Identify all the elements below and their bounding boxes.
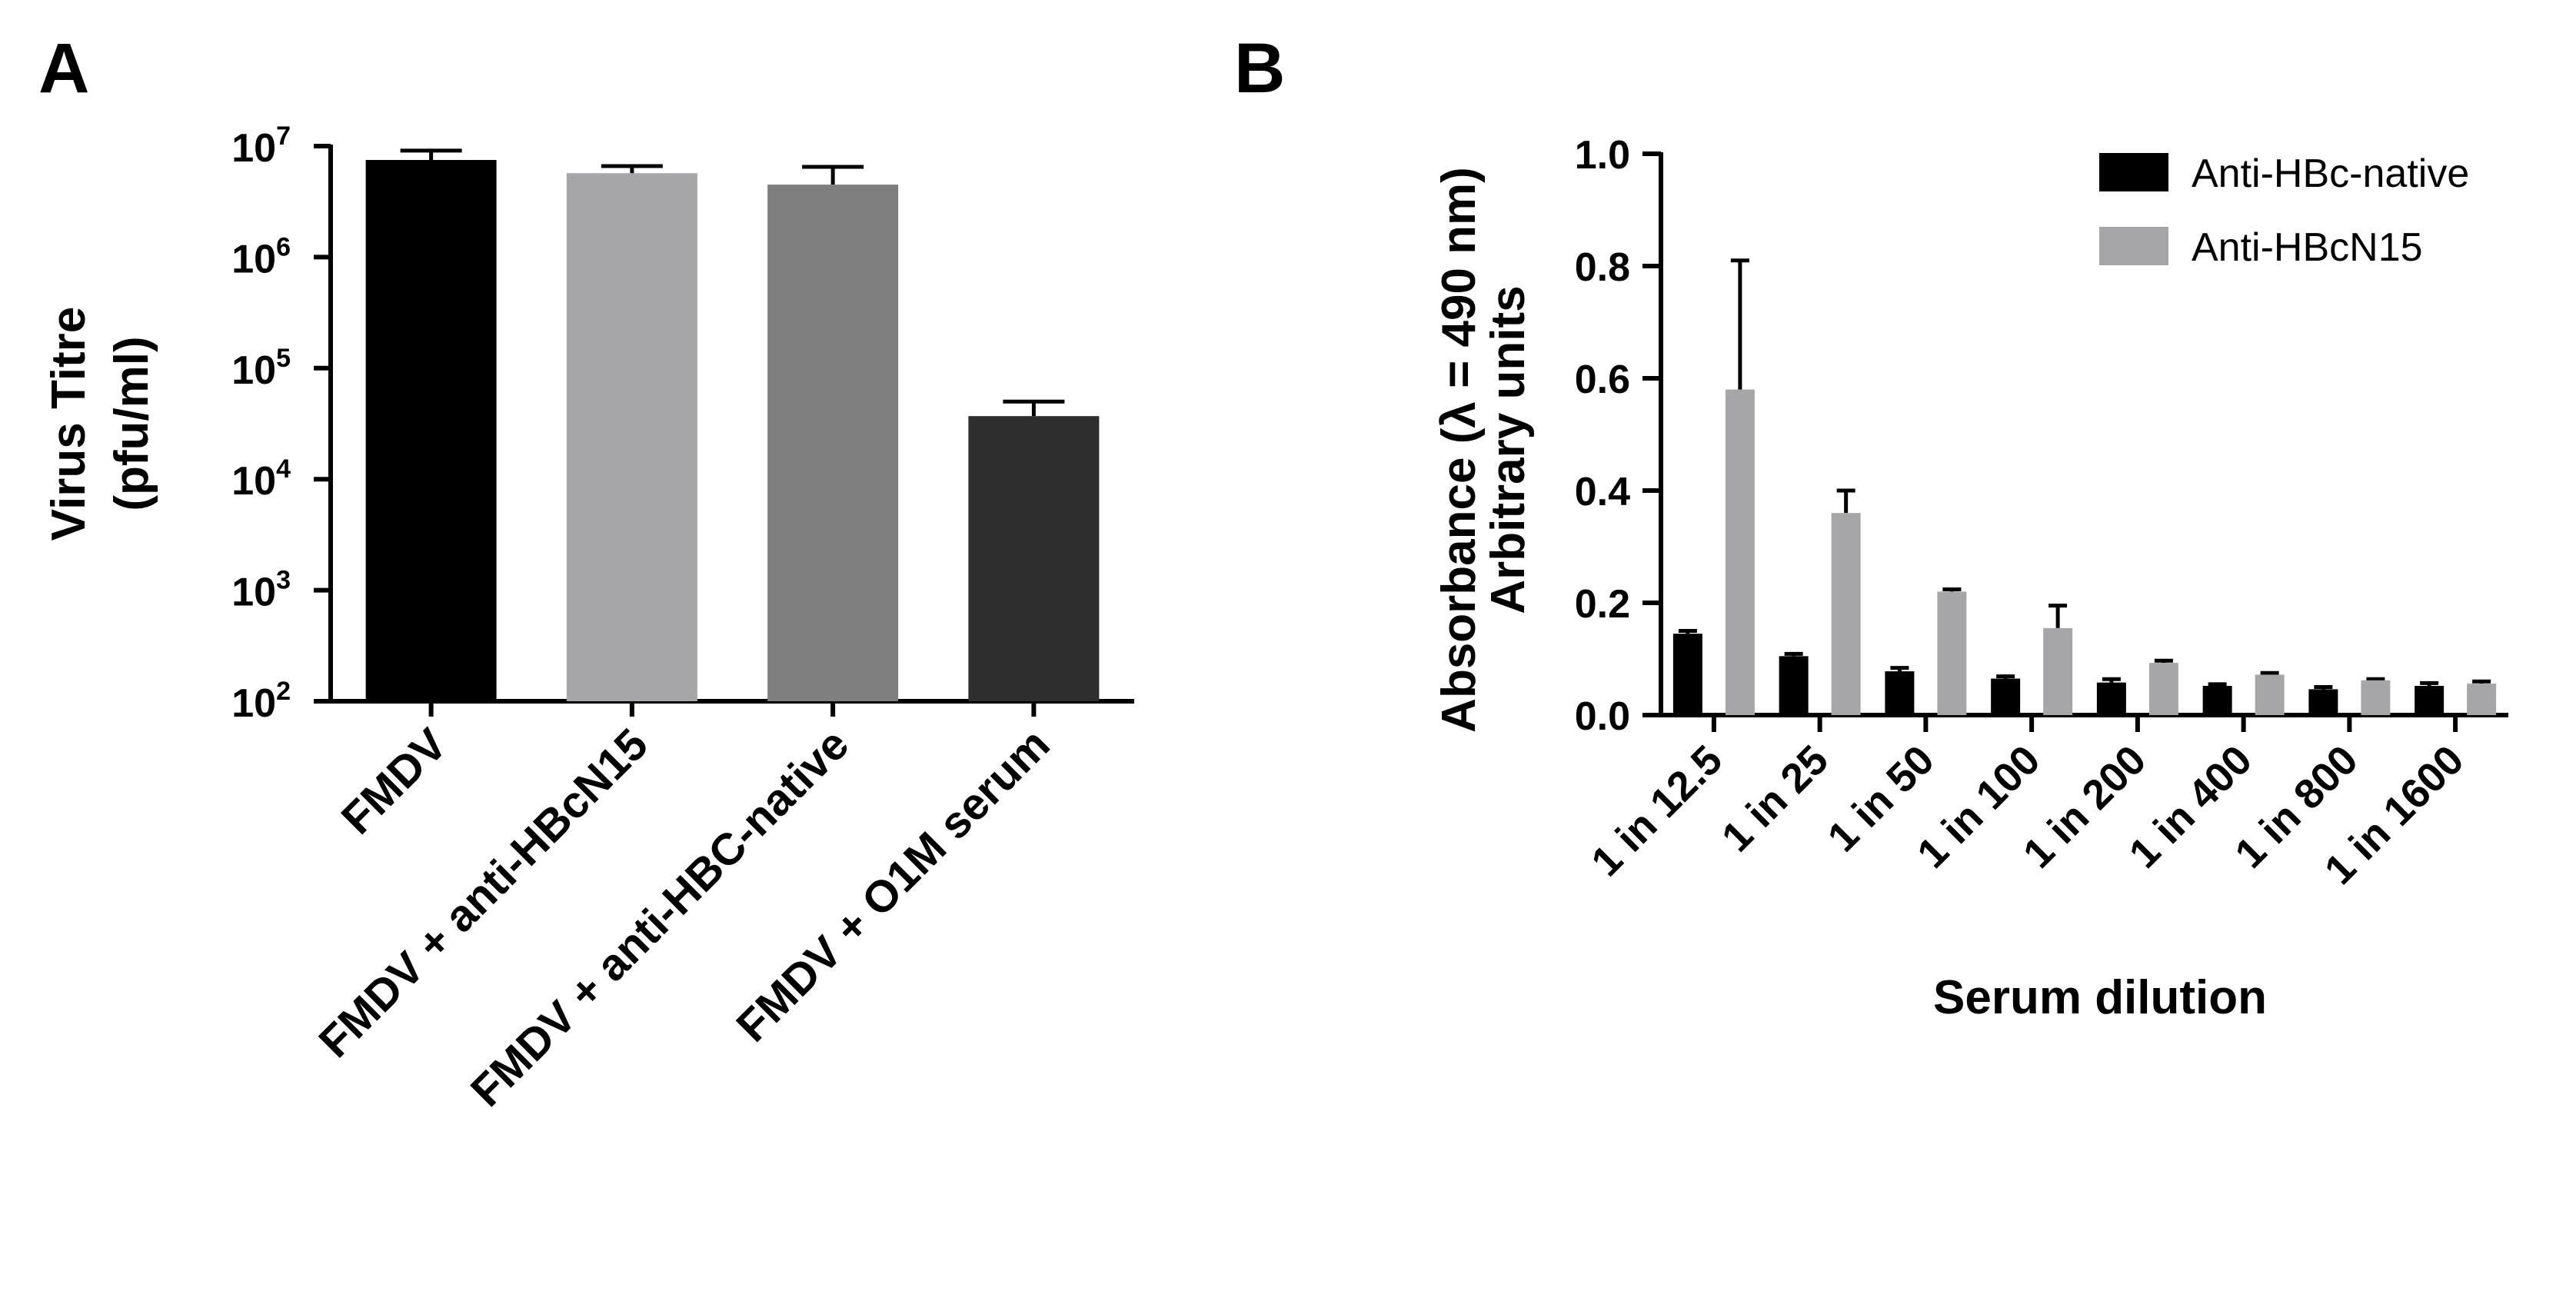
bar-anti-hbcn15 [1725, 389, 1755, 715]
chart-b: 0.0 0.2 0.4 0.6 0.8 1.0 Absorbance (λ = 490 nm… [1433, 133, 2508, 1024]
y-tick-exponent: 7 [276, 121, 291, 151]
y-tick-label: 106 [231, 232, 291, 281]
x-tick-label: 1 in 25 [1713, 737, 1837, 860]
bar-anti-hbc-native [2308, 689, 2338, 715]
bar-anti-hbcn15 [2043, 627, 2073, 715]
bar-anti-hbc-native [1991, 678, 2021, 715]
y-tick-base: 10 [231, 571, 276, 615]
y-tick-label: 0.2 [1575, 582, 1630, 627]
y-axis-label: Absorbance (λ = 490 nm)Arbitrary units [1433, 167, 1535, 733]
panel-a-letter: A [38, 29, 89, 108]
y-tick-exponent: 2 [276, 677, 291, 706]
y-axis-label-line2: (pfu/ml) [105, 336, 158, 511]
y-tick-base: 10 [231, 126, 276, 171]
bar-anti-hbc-native [2415, 686, 2445, 715]
y-tick-label: 104 [231, 454, 291, 504]
bar-anti-hbcn15 [1831, 513, 1861, 715]
bar [365, 160, 497, 702]
y-tick-label: 1.0 [1575, 133, 1630, 178]
x-tick-label: FMDV [332, 719, 457, 843]
y-tick-label: 103 [231, 566, 291, 615]
bar-anti-hbcn15 [2255, 674, 2285, 715]
bar-anti-hbc-native [2202, 686, 2232, 715]
y-tick-label: 105 [231, 344, 291, 393]
x-axis-label: Serum dilution [1933, 971, 2267, 1024]
y-tick-exponent: 3 [276, 566, 291, 595]
bar-anti-hbcn15 [2361, 680, 2391, 715]
bar-anti-hbcn15 [2148, 663, 2178, 715]
y-tick-exponent: 5 [276, 344, 291, 373]
x-tick-label: 1 in 12.5 [1583, 737, 1731, 885]
y-axis-label-line2: Arbitrary units [1482, 285, 1535, 614]
y-axis-label: Virus Titre (pfu/ml) [42, 307, 158, 541]
legend-swatch [2099, 153, 2168, 191]
y-tick-base: 10 [231, 237, 276, 281]
y-axis-label-line1: Virus Titre [42, 307, 95, 541]
y-tick-label: 0.8 [1575, 245, 1630, 290]
bar-anti-hbc-native [1672, 634, 1702, 715]
bar [767, 185, 899, 701]
x-tick-label: FMDV + anti-HBC-native [461, 719, 859, 1116]
bar [566, 173, 697, 702]
y-axis-label-line1: Absorbance (λ = 490 nm) [1433, 167, 1486, 733]
y-tick-label: 102 [231, 677, 291, 726]
bar [968, 416, 1100, 701]
y-tick-exponent: 6 [276, 232, 291, 261]
y-tick-label: 0.6 [1575, 358, 1630, 402]
y-tick-label: 0.0 [1575, 694, 1630, 739]
y-tick-base: 10 [231, 681, 276, 726]
y-tick-label: 0.4 [1575, 470, 1630, 514]
y-tick-label: 107 [231, 121, 291, 171]
y-tick-exponent: 4 [276, 454, 291, 484]
legend-label: Anti-HBcN15 [2192, 225, 2423, 270]
bar-anti-hbc-native [2096, 682, 2126, 715]
bar-anti-hbc-native [1779, 656, 1809, 715]
panel-b-letter: B [1234, 29, 1285, 108]
bar-anti-hbcn15 [1937, 591, 1967, 715]
legend-label: Anti-HBc-native [2192, 151, 2469, 196]
y-tick-base: 10 [231, 348, 276, 393]
y-tick-base: 10 [231, 459, 276, 504]
legend-swatch [2099, 227, 2168, 265]
bar-anti-hbcn15 [2467, 684, 2497, 715]
x-tick-label: FMDV + anti-HBcN15 [309, 719, 657, 1067]
bar-anti-hbc-native [1885, 671, 1915, 715]
